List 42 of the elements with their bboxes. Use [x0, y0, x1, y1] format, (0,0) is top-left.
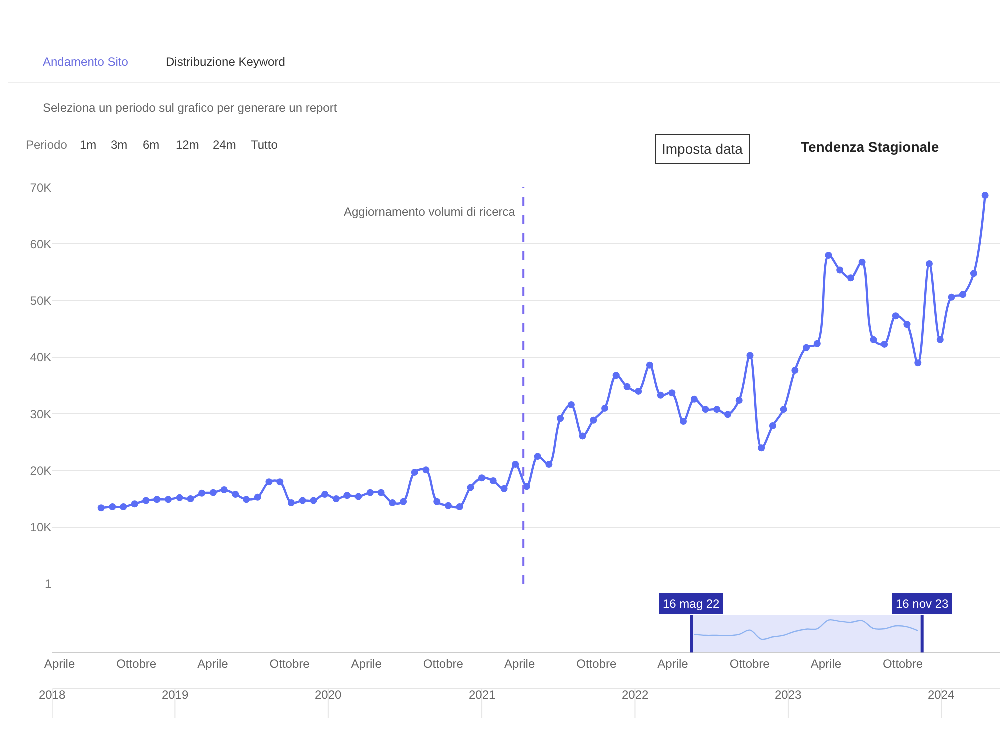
y-tick-label: 50K	[30, 294, 52, 308]
x-tick-label: Ottobre	[423, 657, 464, 672]
x2-tick-label: 2021	[469, 688, 496, 702]
text: 12m	[176, 138, 200, 152]
y-tick-label: 20K	[30, 464, 52, 478]
text: Andamento Sito	[43, 55, 129, 69]
y-tick-label: 60K	[30, 237, 52, 252]
x-tick-label: Aprile	[810, 657, 842, 672]
x-tick-label: Aprile	[44, 657, 76, 672]
y-tick-label: 70K	[30, 180, 52, 195]
text: Distribuzione Keyword	[166, 55, 286, 69]
y-tick-label: 40K	[30, 350, 52, 365]
x-tick-label: Ottobre	[576, 657, 617, 672]
text: 3m	[111, 138, 128, 152]
x-tick-label: Ottobre	[270, 657, 310, 672]
y-tick-label: 30K	[30, 407, 52, 422]
x-tick-label: Aprile	[351, 657, 382, 672]
x2-tick-label: 2024	[928, 688, 956, 702]
text: Tutto	[251, 138, 278, 152]
x-tick-label: Ottobre	[730, 657, 770, 672]
x2-tick-label: 2019	[162, 688, 190, 702]
text: Seleziona un periodo sul grafico per generare un report	[43, 101, 338, 115]
x2-tick-label: 2020	[315, 688, 342, 702]
text: Tendenza Stagionale	[801, 139, 940, 155]
ref-line-label: 16 mag 22	[663, 597, 720, 611]
text: 1m	[80, 138, 97, 152]
x-tick-label: Ottobre	[883, 657, 924, 672]
y-tick-label: 10K	[30, 520, 52, 535]
x-tick-label: Ottobre	[116, 657, 157, 672]
text: Periodo	[26, 138, 68, 152]
x2-tick-label: 2018	[39, 688, 66, 702]
x2-tick-label: 2023	[775, 688, 802, 702]
x2-tick-label: 2022	[622, 688, 650, 702]
ref-line-label: Aggiornamento volumi di ricerca	[344, 205, 516, 219]
x-tick-label: Aprile	[658, 657, 689, 672]
text: Imposta data	[662, 141, 744, 157]
x-tick-label: Aprile	[198, 657, 229, 672]
text: 24m	[213, 138, 236, 152]
y-tick-label: 1	[44, 577, 52, 592]
ref-line-label: 16 nov 23	[896, 597, 950, 611]
text: 6m	[143, 138, 160, 152]
x-tick-label: Aprile	[504, 657, 536, 672]
